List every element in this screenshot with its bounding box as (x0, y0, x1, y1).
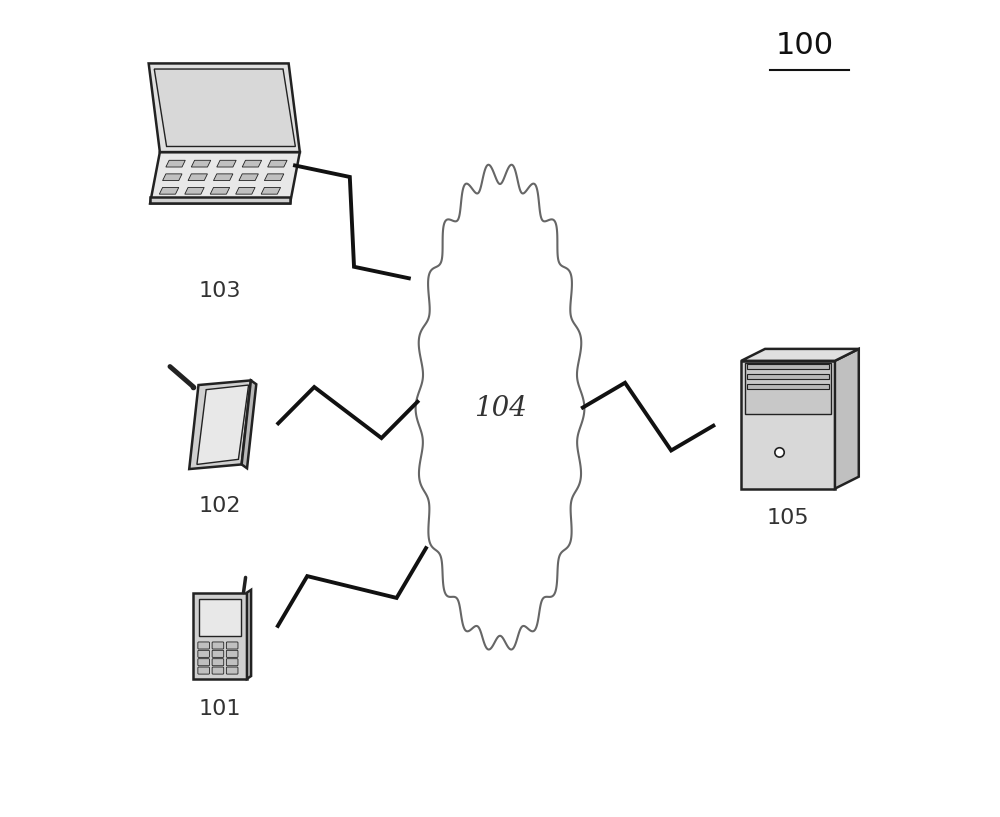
Polygon shape (188, 174, 207, 181)
FancyBboxPatch shape (226, 659, 238, 666)
FancyBboxPatch shape (212, 650, 224, 658)
Polygon shape (247, 590, 251, 679)
Polygon shape (149, 64, 300, 152)
Circle shape (775, 448, 784, 457)
Polygon shape (835, 349, 859, 489)
Polygon shape (210, 187, 230, 194)
Polygon shape (154, 69, 295, 146)
Polygon shape (189, 381, 251, 469)
FancyBboxPatch shape (212, 667, 224, 674)
Polygon shape (193, 592, 247, 679)
Text: 100: 100 (775, 31, 833, 60)
Text: 101: 101 (199, 699, 241, 719)
Polygon shape (217, 160, 236, 167)
FancyBboxPatch shape (198, 659, 209, 666)
FancyBboxPatch shape (198, 650, 209, 658)
Text: 103: 103 (199, 281, 241, 301)
Polygon shape (268, 160, 287, 167)
FancyBboxPatch shape (198, 642, 209, 649)
FancyBboxPatch shape (199, 600, 241, 636)
Polygon shape (150, 152, 300, 203)
FancyBboxPatch shape (198, 667, 209, 674)
Polygon shape (150, 197, 290, 203)
Polygon shape (416, 165, 584, 650)
FancyBboxPatch shape (747, 374, 829, 379)
Text: 102: 102 (199, 496, 241, 516)
Polygon shape (191, 160, 211, 167)
FancyBboxPatch shape (226, 650, 238, 658)
Polygon shape (166, 160, 185, 167)
FancyBboxPatch shape (747, 364, 829, 369)
Polygon shape (261, 187, 281, 194)
Text: 104: 104 (474, 395, 526, 422)
FancyBboxPatch shape (212, 642, 224, 649)
FancyBboxPatch shape (747, 384, 829, 390)
Polygon shape (239, 174, 258, 181)
Polygon shape (213, 174, 233, 181)
Polygon shape (242, 381, 256, 468)
Polygon shape (242, 160, 262, 167)
Polygon shape (163, 174, 182, 181)
FancyBboxPatch shape (212, 659, 224, 666)
FancyBboxPatch shape (226, 667, 238, 674)
Polygon shape (236, 187, 255, 194)
Polygon shape (197, 385, 249, 464)
Text: 105: 105 (767, 508, 809, 528)
Polygon shape (159, 187, 179, 194)
Polygon shape (185, 187, 204, 194)
FancyBboxPatch shape (94, 2, 906, 815)
Polygon shape (741, 361, 835, 489)
Polygon shape (741, 349, 859, 361)
FancyBboxPatch shape (745, 363, 831, 413)
Polygon shape (264, 174, 284, 181)
FancyBboxPatch shape (226, 642, 238, 649)
